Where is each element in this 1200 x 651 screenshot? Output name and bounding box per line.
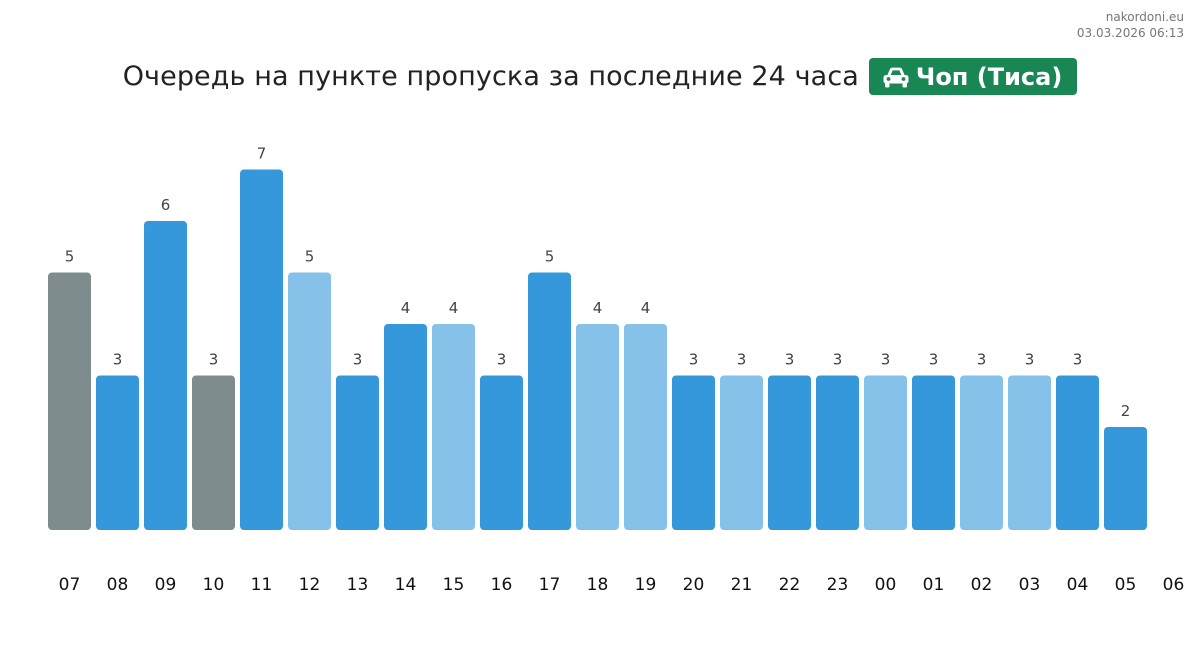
x-tick-18: 18 (587, 575, 609, 595)
x-tick-04: 04 (1067, 575, 1089, 595)
data-label-10: 3 (209, 351, 219, 369)
data-label-09: 6 (161, 196, 171, 214)
data-label-18: 4 (593, 299, 603, 317)
chart-header: Очередь на пункте пропуска за последние … (0, 58, 1200, 95)
bar-02[interactable] (960, 375, 1003, 531)
x-tick-17: 17 (539, 575, 561, 595)
x-tick-23: 23 (827, 575, 849, 595)
data-label-12: 5 (305, 248, 315, 266)
x-tick-13: 13 (347, 575, 369, 595)
bar-00[interactable] (864, 375, 907, 531)
data-label-03: 3 (1025, 351, 1035, 369)
data-label-21: 3 (737, 351, 747, 369)
data-label-22: 3 (785, 351, 795, 369)
x-tick-10: 10 (203, 575, 225, 595)
bar-16[interactable] (480, 375, 523, 531)
x-tick-00: 00 (875, 575, 897, 595)
data-label-15: 4 (449, 299, 459, 317)
site-name[interactable]: nakordoni.eu (1105, 10, 1184, 24)
bar-10[interactable] (192, 375, 235, 531)
car-icon (883, 67, 909, 87)
bar-15[interactable] (432, 324, 475, 530)
bar-07[interactable] (48, 272, 91, 531)
data-label-14: 4 (401, 299, 411, 317)
data-label-17: 5 (545, 248, 555, 266)
x-tick-22: 22 (779, 575, 801, 595)
data-label-23: 3 (833, 351, 843, 369)
x-tick-09: 09 (155, 575, 177, 595)
timestamp: 03.03.2026 06:13 (1076, 26, 1184, 40)
chart-title: Очередь на пункте пропуска за последние … (122, 61, 859, 92)
bar-05[interactable] (1104, 427, 1147, 530)
data-label-07: 5 (65, 248, 75, 266)
x-tick-02: 02 (971, 575, 993, 595)
x-tick-14: 14 (395, 575, 417, 595)
data-label-01: 3 (929, 351, 939, 369)
bar-04[interactable] (1056, 375, 1099, 531)
data-label-04: 3 (1073, 351, 1083, 369)
data-label-19: 4 (641, 299, 651, 317)
data-label-05: 2 (1121, 402, 1131, 420)
x-tick-06: 06 (1163, 575, 1185, 595)
x-tick-05: 05 (1115, 575, 1137, 595)
bar-18[interactable] (576, 324, 619, 530)
data-label-11: 7 (257, 145, 267, 163)
x-tick-11: 11 (251, 575, 273, 595)
bar-01[interactable] (912, 375, 955, 531)
x-tick-16: 16 (491, 575, 513, 595)
bar-22[interactable] (768, 375, 811, 531)
bar-21[interactable] (720, 375, 763, 531)
x-tick-20: 20 (683, 575, 705, 595)
bar-09[interactable] (144, 221, 187, 530)
bar-08[interactable] (96, 375, 139, 531)
data-label-08: 3 (113, 351, 123, 369)
x-tick-21: 21 (731, 575, 753, 595)
x-tick-19: 19 (635, 575, 657, 595)
bar-23[interactable] (816, 375, 859, 531)
checkpoint-name: Чоп (Тиса) (915, 62, 1063, 91)
bar-13[interactable] (336, 375, 379, 531)
x-tick-01: 01 (923, 575, 945, 595)
bar-14[interactable] (384, 324, 427, 530)
x-tick-15: 15 (443, 575, 465, 595)
x-tick-08: 08 (107, 575, 129, 595)
data-label-20: 3 (689, 351, 699, 369)
bar-11[interactable] (240, 169, 283, 531)
data-label-16: 3 (497, 351, 507, 369)
x-tick-07: 07 (59, 575, 81, 595)
bar-19[interactable] (624, 324, 667, 530)
x-tick-12: 12 (299, 575, 321, 595)
data-label-13: 3 (353, 351, 363, 369)
x-tick-03: 03 (1019, 575, 1041, 595)
bar-17[interactable] (528, 272, 571, 531)
checkpoint-badge[interactable]: Чоп (Тиса) (868, 58, 1078, 95)
data-label-00: 3 (881, 351, 891, 369)
bar-20[interactable] (672, 375, 715, 531)
bar-12[interactable] (288, 272, 331, 531)
data-label-02: 3 (977, 351, 987, 369)
site-info: nakordoni.eu 03.03.2026 06:13 (1077, 9, 1184, 41)
bar-03[interactable] (1008, 375, 1051, 531)
